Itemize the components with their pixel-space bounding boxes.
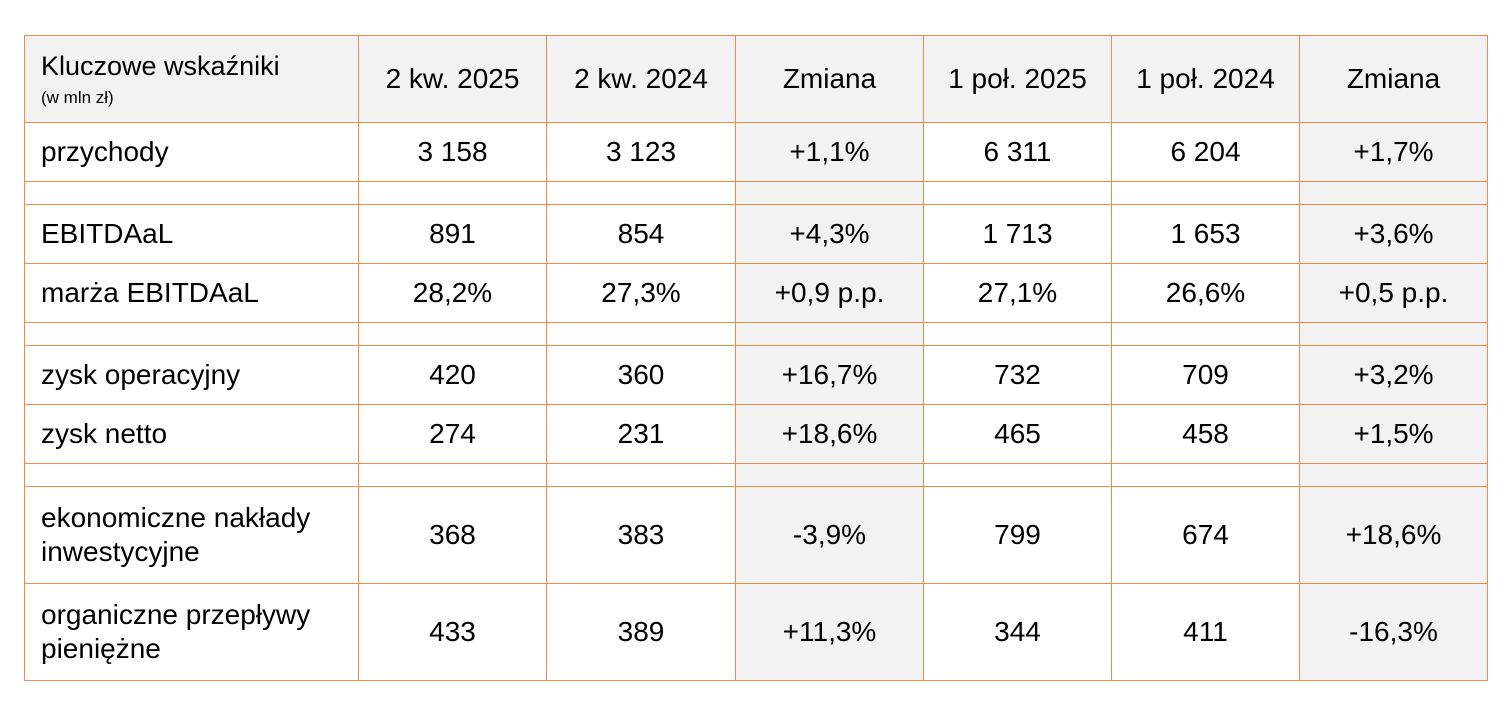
table-cell: 344: [923, 583, 1112, 681]
change-cell: +1,7%: [1299, 122, 1488, 182]
kpi-table-container: Kluczowe wskaźniki (w mln zł) 2 kw. 2025…: [24, 35, 1488, 681]
spacer-row: [24, 463, 1488, 487]
header-row: Kluczowe wskaźniki (w mln zł) 2 kw. 2025…: [24, 35, 1488, 123]
spacer-cell: [24, 322, 359, 346]
row-label: marża EBITDAaL: [24, 263, 359, 323]
table-title: Kluczowe wskaźniki: [41, 50, 280, 81]
table-cell: 27,1%: [923, 263, 1112, 323]
table-row: ekonomiczne nakłady inwestycyjne 368 383…: [24, 486, 1488, 584]
table-cell: 231: [546, 404, 736, 464]
column-header-change-quarter: Zmiana: [735, 35, 924, 123]
change-cell: -16,3%: [1299, 583, 1488, 681]
table-cell: 854: [546, 204, 736, 264]
header-title-cell: Kluczowe wskaźniki (w mln zł): [24, 35, 359, 123]
change-cell: +0,5 p.p.: [1299, 263, 1488, 323]
table-row: przychody 3 158 3 123 +1,1% 6 311 6 204 …: [24, 122, 1488, 182]
spacer-cell: [1299, 322, 1488, 346]
change-cell: +1,1%: [735, 122, 924, 182]
change-cell: +18,6%: [1299, 486, 1488, 584]
change-cell: +16,7%: [735, 345, 924, 405]
spacer-cell: [735, 463, 924, 487]
table-cell: 433: [358, 583, 547, 681]
spacer-cell: [735, 181, 924, 205]
column-header-q2-2025: 2 kw. 2025: [358, 35, 547, 123]
table-row: organiczne przepływy pieniężne 433 389 +…: [24, 583, 1488, 681]
spacer-row: [24, 322, 1488, 346]
spacer-cell: [546, 181, 736, 205]
change-cell: +1,5%: [1299, 404, 1488, 464]
spacer-cell: [358, 463, 547, 487]
change-cell: +0,9 p.p.: [735, 263, 924, 323]
spacer-cell: [923, 322, 1112, 346]
table-cell: 458: [1111, 404, 1300, 464]
table-cell: 27,3%: [546, 263, 736, 323]
change-cell: -3,9%: [735, 486, 924, 584]
change-cell: +3,6%: [1299, 204, 1488, 264]
table-cell: 709: [1111, 345, 1300, 405]
change-cell: +4,3%: [735, 204, 924, 264]
table-cell: 420: [358, 345, 547, 405]
spacer-cell: [1299, 463, 1488, 487]
spacer-cell: [923, 181, 1112, 205]
spacer-cell: [24, 463, 359, 487]
column-header-h1-2024: 1 poł. 2024: [1111, 35, 1300, 123]
row-label: organiczne przepływy pieniężne: [24, 583, 359, 681]
table-cell: 389: [546, 583, 736, 681]
table-row: zysk operacyjny 420 360 +16,7% 732 709 +…: [24, 345, 1488, 405]
table-cell: 465: [923, 404, 1112, 464]
table-cell: 1 713: [923, 204, 1112, 264]
table-cell: 360: [546, 345, 736, 405]
spacer-cell: [358, 322, 547, 346]
table-cell: 3 123: [546, 122, 736, 182]
spacer-cell: [358, 181, 547, 205]
spacer-cell: [735, 322, 924, 346]
spacer-cell: [1111, 322, 1300, 346]
table-cell: 274: [358, 404, 547, 464]
table-cell: 799: [923, 486, 1112, 584]
column-header-h1-2025: 1 poł. 2025: [923, 35, 1112, 123]
table-row: marża EBITDAaL 28,2% 27,3% +0,9 p.p. 27,…: [24, 263, 1488, 323]
table-cell: 1 653: [1111, 204, 1300, 264]
table-cell: 732: [923, 345, 1112, 405]
table-cell: 383: [546, 486, 736, 584]
table-row: EBITDAaL 891 854 +4,3% 1 713 1 653 +3,6%: [24, 204, 1488, 264]
kpi-table: Kluczowe wskaźniki (w mln zł) 2 kw. 2025…: [24, 35, 1488, 681]
table-cell: 368: [358, 486, 547, 584]
spacer-row: [24, 181, 1488, 205]
change-cell: +3,2%: [1299, 345, 1488, 405]
row-label: EBITDAaL: [24, 204, 359, 264]
table-cell: 6 204: [1111, 122, 1300, 182]
spacer-cell: [1111, 463, 1300, 487]
spacer-cell: [923, 463, 1112, 487]
spacer-cell: [1111, 181, 1300, 205]
spacer-cell: [24, 181, 359, 205]
change-cell: +11,3%: [735, 583, 924, 681]
spacer-cell: [1299, 181, 1488, 205]
column-header-q2-2024: 2 kw. 2024: [546, 35, 736, 123]
column-header-change-half: Zmiana: [1299, 35, 1488, 123]
table-cell: 674: [1111, 486, 1300, 584]
table-row: zysk netto 274 231 +18,6% 465 458 +1,5%: [24, 404, 1488, 464]
table-cell: 891: [358, 204, 547, 264]
row-label: zysk netto: [24, 404, 359, 464]
row-label: zysk operacyjny: [24, 345, 359, 405]
table-cell: 411: [1111, 583, 1300, 681]
table-cell: 3 158: [358, 122, 547, 182]
spacer-cell: [546, 463, 736, 487]
table-cell: 26,6%: [1111, 263, 1300, 323]
row-label: ekonomiczne nakłady inwestycyjne: [24, 486, 359, 584]
change-cell: +18,6%: [735, 404, 924, 464]
table-unit: (w mln zł): [41, 88, 114, 107]
row-label: przychody: [24, 122, 359, 182]
table-cell: 6 311: [923, 122, 1112, 182]
table-cell: 28,2%: [358, 263, 547, 323]
spacer-cell: [546, 322, 736, 346]
